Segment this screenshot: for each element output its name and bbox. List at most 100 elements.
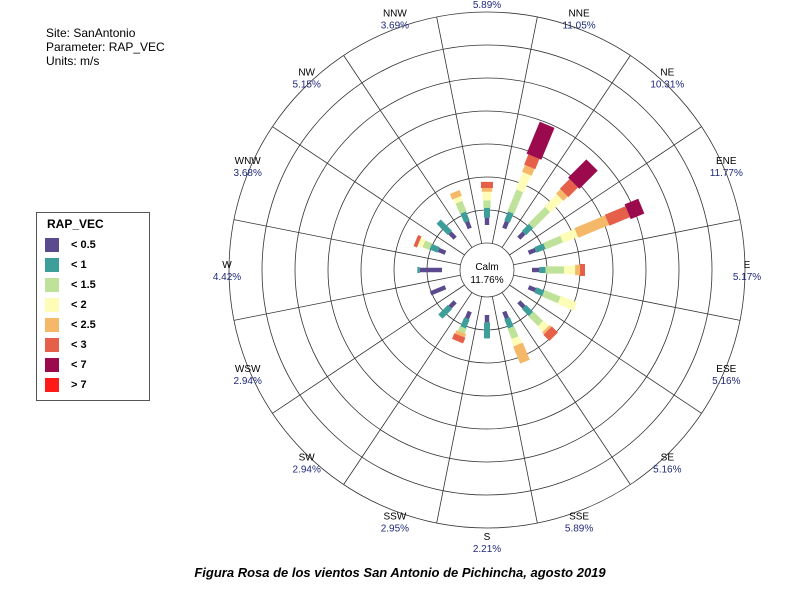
rose-segment-ene	[604, 206, 630, 226]
rose-segment-nw	[448, 231, 457, 240]
direction-name: S	[484, 532, 491, 543]
grid-spoke	[509, 126, 702, 256]
rose-segment-wnw	[422, 240, 432, 250]
rose-segment-nnw	[455, 200, 467, 214]
site-text: Site: SanAntonio	[46, 26, 136, 40]
rose-segment-wnw	[417, 237, 426, 248]
rose-segment-ssw	[455, 330, 467, 338]
direction-label-s: S2.21%	[473, 532, 501, 555]
rose-grid	[228, 11, 746, 529]
legend-label: < 3	[71, 339, 87, 351]
rose-segment-s	[484, 322, 490, 339]
grid-ring	[360, 143, 614, 397]
rose-segment-s	[484, 315, 490, 323]
rose-segment-e	[545, 266, 565, 274]
rose-segment-nne	[504, 211, 514, 223]
figure-caption: Figura Rosa de los vientos San Antonio d…	[194, 565, 606, 580]
rose-segment-ene	[527, 247, 537, 255]
grid-spoke	[436, 16, 483, 244]
legend-item: < 3	[45, 337, 87, 353]
calm-circle	[459, 242, 515, 298]
legend-label: > 7	[71, 379, 87, 391]
rose-segment-ne	[544, 194, 563, 213]
rose-segment-ese	[527, 285, 537, 293]
wind-rose-chart: N5.89%NNE11.05%NE10.31%ENE11.77%E5.17%ES…	[213, 0, 761, 555]
rose-segment-e	[580, 264, 585, 276]
units-text: Units: m/s	[46, 54, 100, 68]
grid-spoke	[513, 219, 741, 266]
rose-segment-sse	[511, 336, 522, 347]
rose-segment-wsw	[429, 285, 447, 296]
grid-spoke	[233, 274, 461, 321]
rose-segment-nnw	[452, 195, 463, 204]
rose-segment-sse	[504, 317, 514, 329]
rose-segment-se	[542, 325, 552, 335]
rose-bars	[413, 121, 645, 364]
rose-segment-se	[521, 304, 534, 317]
rose-segment-nne	[526, 121, 555, 160]
parameter-text: Parameter: RAP_VEC	[46, 40, 165, 54]
legend-label: < 2	[71, 299, 87, 311]
grid-spoke	[436, 296, 483, 524]
direction-name: ENE	[716, 156, 737, 167]
rose-segment-wnw	[413, 234, 422, 248]
rose-segment-nne	[502, 220, 510, 230]
grid-spoke	[501, 55, 631, 248]
direction-name: E	[744, 260, 751, 271]
calm-indicator: Calm 11.76%	[459, 242, 515, 298]
rose-segment-w	[419, 267, 442, 273]
direction-label-nw: NW5.15%	[292, 68, 320, 91]
rose-segment-sw	[438, 304, 453, 319]
rose-segment-ne	[517, 231, 526, 240]
rose-segment-se	[517, 300, 526, 309]
direction-percent: 5.89%	[473, 0, 501, 11]
grid-spoke	[491, 296, 538, 524]
direction-percent: 2.21%	[473, 544, 501, 555]
rose-segment-wnw	[437, 247, 447, 255]
rose-segment-e	[564, 265, 576, 275]
direction-name: SSW	[384, 511, 407, 522]
direction-label-e: E5.17%	[733, 260, 761, 283]
legend-swatch	[45, 318, 59, 332]
direction-percent: 11.05%	[562, 21, 595, 32]
legend-label: < 1.5	[71, 279, 96, 291]
direction-percent: 5.16%	[653, 464, 681, 475]
direction-label-n: N5.89%	[473, 0, 501, 11]
direction-name: SW	[299, 452, 316, 463]
rose-segment-n	[484, 207, 490, 218]
rose-segment-ene	[534, 243, 546, 253]
rose-segment-wnw	[429, 243, 440, 253]
legend-item: < 7	[45, 357, 87, 373]
legend-item: < 2	[45, 297, 87, 313]
direction-percent: 5.89%	[565, 523, 593, 534]
calm-value: 11.76%	[470, 275, 503, 286]
legend-item: < 0.5	[45, 237, 96, 253]
rose-segment-nne	[515, 172, 531, 193]
grid-spoke	[272, 284, 465, 414]
rose-segment-se	[543, 326, 558, 341]
rose-segment-nnw	[449, 189, 462, 200]
direction-name: NNE	[569, 9, 590, 20]
grid-spoke	[513, 274, 741, 321]
grid-ring	[261, 44, 713, 496]
rose-segment-nne	[522, 164, 535, 176]
legend-swatch	[45, 298, 59, 312]
rose-segment-ene	[574, 215, 610, 238]
rose-segment-ne	[521, 223, 534, 236]
legend-label: < 0.5	[71, 239, 96, 251]
rose-segment-ene	[624, 198, 645, 220]
legend-item: < 1.5	[45, 277, 96, 293]
direction-name: WSW	[235, 364, 261, 375]
rose-segment-ne	[568, 159, 598, 189]
direction-label-w: W4.42%	[213, 260, 241, 283]
direction-name: WNW	[235, 156, 262, 167]
legend-swatch	[45, 378, 59, 392]
direction-percent: 5.17%	[733, 272, 761, 283]
legend-label: < 2.5	[71, 319, 96, 331]
direction-percent: 10.31%	[650, 80, 684, 91]
direction-name: NNW	[383, 9, 407, 20]
